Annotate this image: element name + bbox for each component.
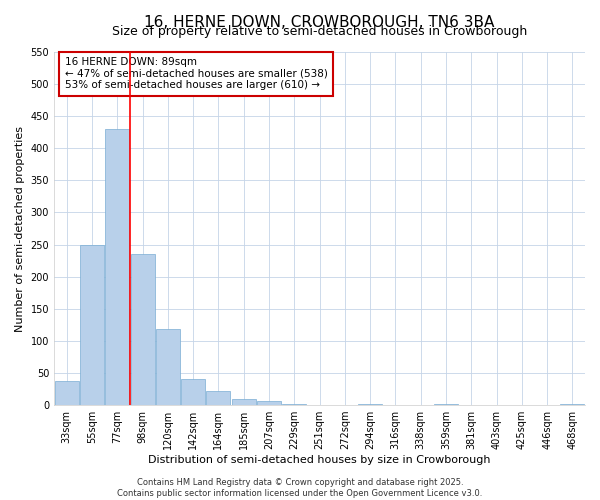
Text: Contains HM Land Registry data © Crown copyright and database right 2025.
Contai: Contains HM Land Registry data © Crown c… bbox=[118, 478, 482, 498]
Y-axis label: Number of semi-detached properties: Number of semi-detached properties bbox=[15, 126, 25, 332]
Bar bbox=[560, 404, 584, 405]
Title: 16, HERNE DOWN, CROWBOROUGH, TN6 3BA: 16, HERNE DOWN, CROWBOROUGH, TN6 3BA bbox=[145, 15, 495, 30]
Bar bbox=[181, 380, 205, 405]
Bar bbox=[80, 244, 104, 405]
X-axis label: Distribution of semi-detached houses by size in Crowborough: Distribution of semi-detached houses by … bbox=[148, 455, 491, 465]
Bar bbox=[232, 400, 256, 405]
Bar bbox=[105, 129, 129, 405]
Bar bbox=[434, 404, 458, 405]
Bar bbox=[282, 404, 306, 405]
Bar bbox=[358, 404, 382, 405]
Bar bbox=[55, 380, 79, 405]
Bar bbox=[131, 254, 155, 405]
Text: 16 HERNE DOWN: 89sqm
← 47% of semi-detached houses are smaller (538)
53% of semi: 16 HERNE DOWN: 89sqm ← 47% of semi-detac… bbox=[65, 58, 328, 90]
Bar bbox=[206, 391, 230, 405]
Bar bbox=[156, 330, 180, 405]
Text: Size of property relative to semi-detached houses in Crowborough: Size of property relative to semi-detach… bbox=[112, 25, 527, 38]
Bar bbox=[257, 401, 281, 405]
